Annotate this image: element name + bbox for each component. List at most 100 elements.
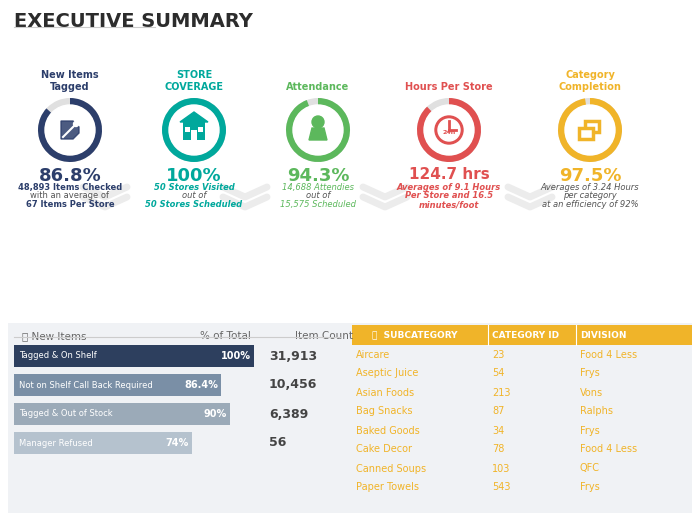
Text: 103: 103	[492, 464, 510, 474]
Text: Asian Foods: Asian Foods	[356, 387, 414, 397]
Text: 97.5%: 97.5%	[559, 167, 622, 185]
Text: QFC: QFC	[580, 464, 600, 474]
Text: STORE
COVERAGE: STORE COVERAGE	[164, 70, 223, 92]
Wedge shape	[38, 98, 102, 162]
Text: 54: 54	[492, 369, 505, 379]
FancyBboxPatch shape	[579, 128, 593, 139]
Text: ⎓  SUBCATEGORY: ⎓ SUBCATEGORY	[372, 331, 458, 340]
Text: Frys: Frys	[580, 482, 600, 492]
Text: 124.7 hrs: 124.7 hrs	[409, 167, 489, 182]
Polygon shape	[309, 128, 327, 140]
Text: Frys: Frys	[580, 369, 600, 379]
Polygon shape	[61, 121, 79, 139]
FancyBboxPatch shape	[14, 374, 221, 396]
Text: Paper Towels: Paper Towels	[356, 482, 419, 492]
Circle shape	[293, 105, 343, 155]
Text: out of: out of	[306, 192, 330, 201]
Wedge shape	[558, 98, 622, 162]
Circle shape	[438, 119, 460, 141]
Text: 213: 213	[492, 387, 510, 397]
Text: Bag Snacks: Bag Snacks	[356, 406, 412, 416]
Text: 56: 56	[269, 436, 286, 449]
Wedge shape	[162, 98, 226, 162]
Text: Food 4 Less: Food 4 Less	[580, 350, 637, 360]
Text: 78: 78	[492, 445, 505, 455]
Text: EXECUTIVE SUMMARY: EXECUTIVE SUMMARY	[14, 12, 253, 31]
FancyBboxPatch shape	[14, 403, 230, 425]
Text: 14,688 Attendies: 14,688 Attendies	[282, 183, 354, 192]
Wedge shape	[417, 98, 481, 162]
Text: Averages of 9.1 Hours: Averages of 9.1 Hours	[397, 183, 501, 192]
Text: at an efficiency of 92%: at an efficiency of 92%	[542, 200, 638, 209]
Text: CATEGORY ID: CATEGORY ID	[492, 331, 559, 340]
Circle shape	[565, 105, 615, 155]
Text: 50 Stores Scheduled: 50 Stores Scheduled	[146, 200, 243, 209]
Text: 86.4%: 86.4%	[185, 380, 218, 390]
Text: Averages of 3.24 Hours: Averages of 3.24 Hours	[540, 183, 639, 192]
Text: 94.3%: 94.3%	[287, 167, 349, 185]
Text: 23: 23	[492, 350, 505, 360]
FancyBboxPatch shape	[8, 323, 692, 513]
Circle shape	[74, 121, 78, 127]
Wedge shape	[417, 98, 481, 162]
Text: ⌕ New Items: ⌕ New Items	[22, 331, 87, 341]
FancyBboxPatch shape	[185, 127, 190, 132]
Text: Cake Decor: Cake Decor	[356, 445, 412, 455]
Circle shape	[435, 116, 463, 144]
Text: 6,389: 6,389	[269, 407, 308, 421]
Wedge shape	[162, 98, 226, 162]
FancyBboxPatch shape	[198, 127, 203, 132]
Text: Aseptic Juice: Aseptic Juice	[356, 369, 419, 379]
Text: 87: 87	[492, 406, 505, 416]
Text: Ralphs: Ralphs	[580, 406, 613, 416]
FancyBboxPatch shape	[191, 130, 197, 140]
Text: Food 4 Less: Food 4 Less	[580, 445, 637, 455]
Text: Tagged & Out of Stock: Tagged & Out of Stock	[19, 410, 113, 418]
Circle shape	[312, 116, 324, 128]
Text: 67 Items Per Store: 67 Items Per Store	[26, 200, 114, 209]
Text: 74%: 74%	[165, 438, 188, 448]
Text: minutes/foot: minutes/foot	[419, 200, 480, 209]
Text: Manager Refused: Manager Refused	[19, 438, 92, 447]
FancyBboxPatch shape	[14, 345, 254, 367]
Text: DIVISION: DIVISION	[580, 331, 626, 340]
Text: Hours Per Store: Hours Per Store	[405, 82, 493, 92]
Circle shape	[424, 105, 474, 155]
Text: Tagged & On Shelf: Tagged & On Shelf	[19, 352, 97, 361]
Text: Not on Shelf Call Back Required: Not on Shelf Call Back Required	[19, 381, 153, 390]
Text: Baked Goods: Baked Goods	[356, 425, 420, 436]
Text: per category: per category	[563, 192, 617, 201]
Text: 31,913: 31,913	[269, 350, 317, 362]
Text: 90%: 90%	[204, 409, 227, 419]
Text: Item Count: Item Count	[295, 331, 353, 341]
Text: Per Store and 16.5: Per Store and 16.5	[405, 192, 493, 201]
Text: with an average of: with an average of	[31, 192, 109, 201]
Text: Frys: Frys	[580, 425, 600, 436]
Text: Vons: Vons	[580, 387, 603, 397]
Text: 34: 34	[492, 425, 504, 436]
Text: 100%: 100%	[221, 351, 251, 361]
Text: New Items
Tagged: New Items Tagged	[41, 70, 99, 92]
Text: 24h: 24h	[442, 131, 456, 135]
Text: 10,456: 10,456	[269, 379, 317, 392]
Text: 15,575 Scheduled: 15,575 Scheduled	[280, 200, 356, 209]
Wedge shape	[286, 98, 350, 162]
Circle shape	[169, 105, 219, 155]
Text: 86.8%: 86.8%	[38, 167, 102, 185]
Text: 100%: 100%	[166, 167, 222, 185]
Text: 48,893 Items Checked: 48,893 Items Checked	[18, 183, 122, 192]
Text: Category
Completion: Category Completion	[559, 70, 622, 92]
FancyBboxPatch shape	[183, 122, 205, 140]
Wedge shape	[558, 98, 622, 162]
Text: 50 Stores Visited: 50 Stores Visited	[153, 183, 235, 192]
Text: Attendance: Attendance	[286, 82, 349, 92]
Wedge shape	[38, 98, 102, 162]
Text: out of: out of	[182, 192, 206, 201]
Text: Canned Soups: Canned Soups	[356, 464, 426, 474]
Text: % of Total: % of Total	[200, 331, 251, 341]
FancyBboxPatch shape	[352, 325, 692, 345]
Polygon shape	[180, 112, 208, 122]
FancyBboxPatch shape	[14, 432, 192, 454]
Wedge shape	[286, 98, 350, 162]
Text: Aircare: Aircare	[356, 350, 391, 360]
